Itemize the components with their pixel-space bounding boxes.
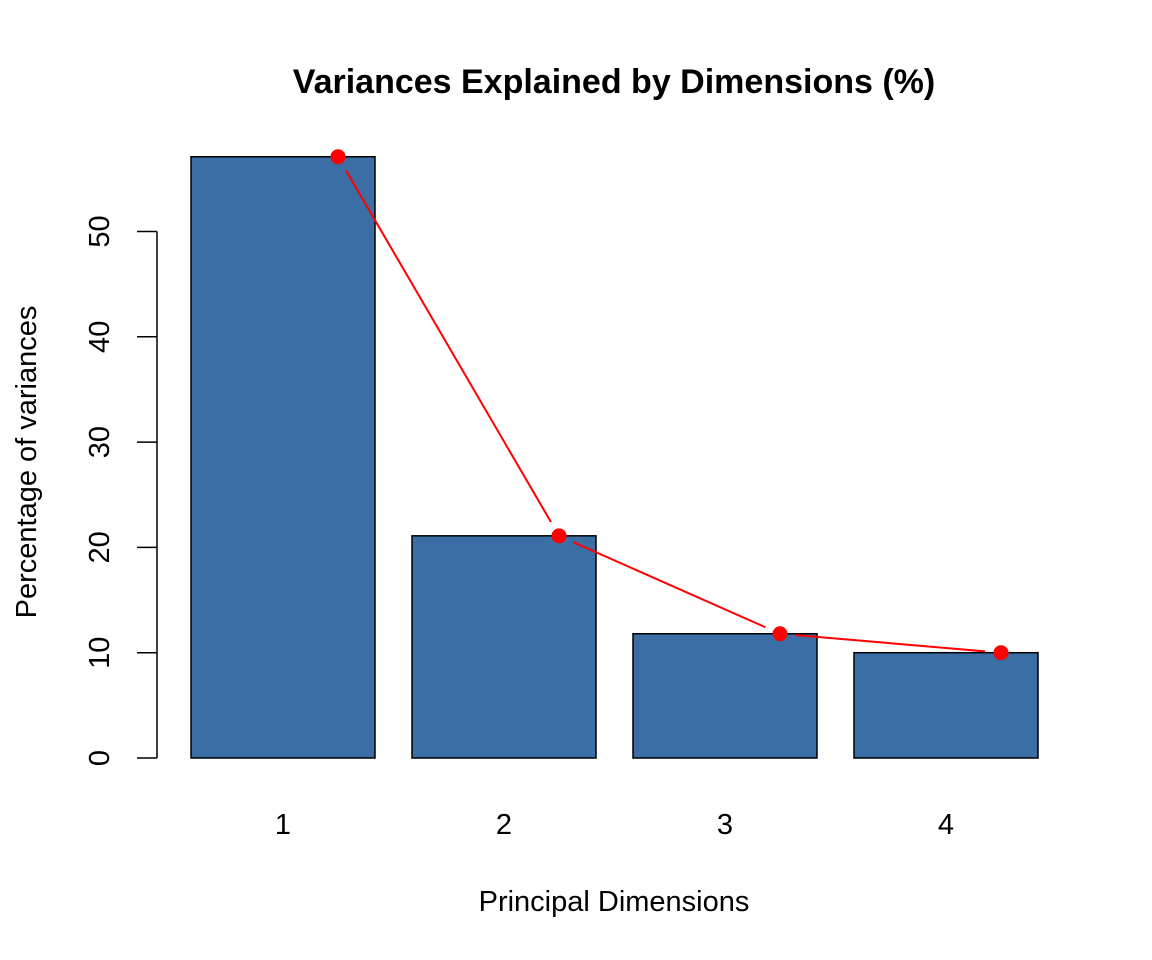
trend-segment [795, 634, 986, 653]
trend-segment [573, 541, 766, 629]
y-tick-label: 0 [84, 750, 116, 766]
x-tick-label: 3 [717, 809, 733, 841]
trend-point-dimension-3 [772, 626, 788, 642]
x-axis-tick-labels: 1 2 3 4 [275, 809, 954, 841]
y-axis: 0 10 20 30 40 50 [84, 215, 158, 766]
bar-dimension-4 [853, 651, 1039, 759]
bar-series [190, 155, 1039, 759]
chart-title: Variances Explained by Dimensions (%) [293, 63, 935, 101]
x-tick-label: 4 [938, 809, 954, 841]
x-axis-label: Principal Dimensions [479, 886, 750, 918]
trend-point-dimension-4 [993, 645, 1009, 661]
y-tick-label: 50 [84, 215, 116, 247]
y-tick-label: 20 [84, 531, 116, 563]
y-tick-label: 30 [84, 426, 116, 458]
bar-dimension-2 [411, 535, 597, 759]
trend-line-series [330, 149, 1009, 661]
x-tick-label: 2 [496, 809, 512, 841]
trend-segment [345, 170, 552, 523]
trend-point-dimension-1 [330, 149, 346, 165]
bar-dimension-3 [632, 632, 818, 759]
y-tick-label: 40 [84, 321, 116, 353]
y-axis-label: Percentage of variances [11, 306, 43, 619]
trend-point-dimension-2 [551, 528, 567, 544]
bar-dimension-1 [190, 155, 376, 759]
y-tick-label: 10 [84, 637, 116, 669]
x-tick-label: 1 [275, 809, 291, 841]
